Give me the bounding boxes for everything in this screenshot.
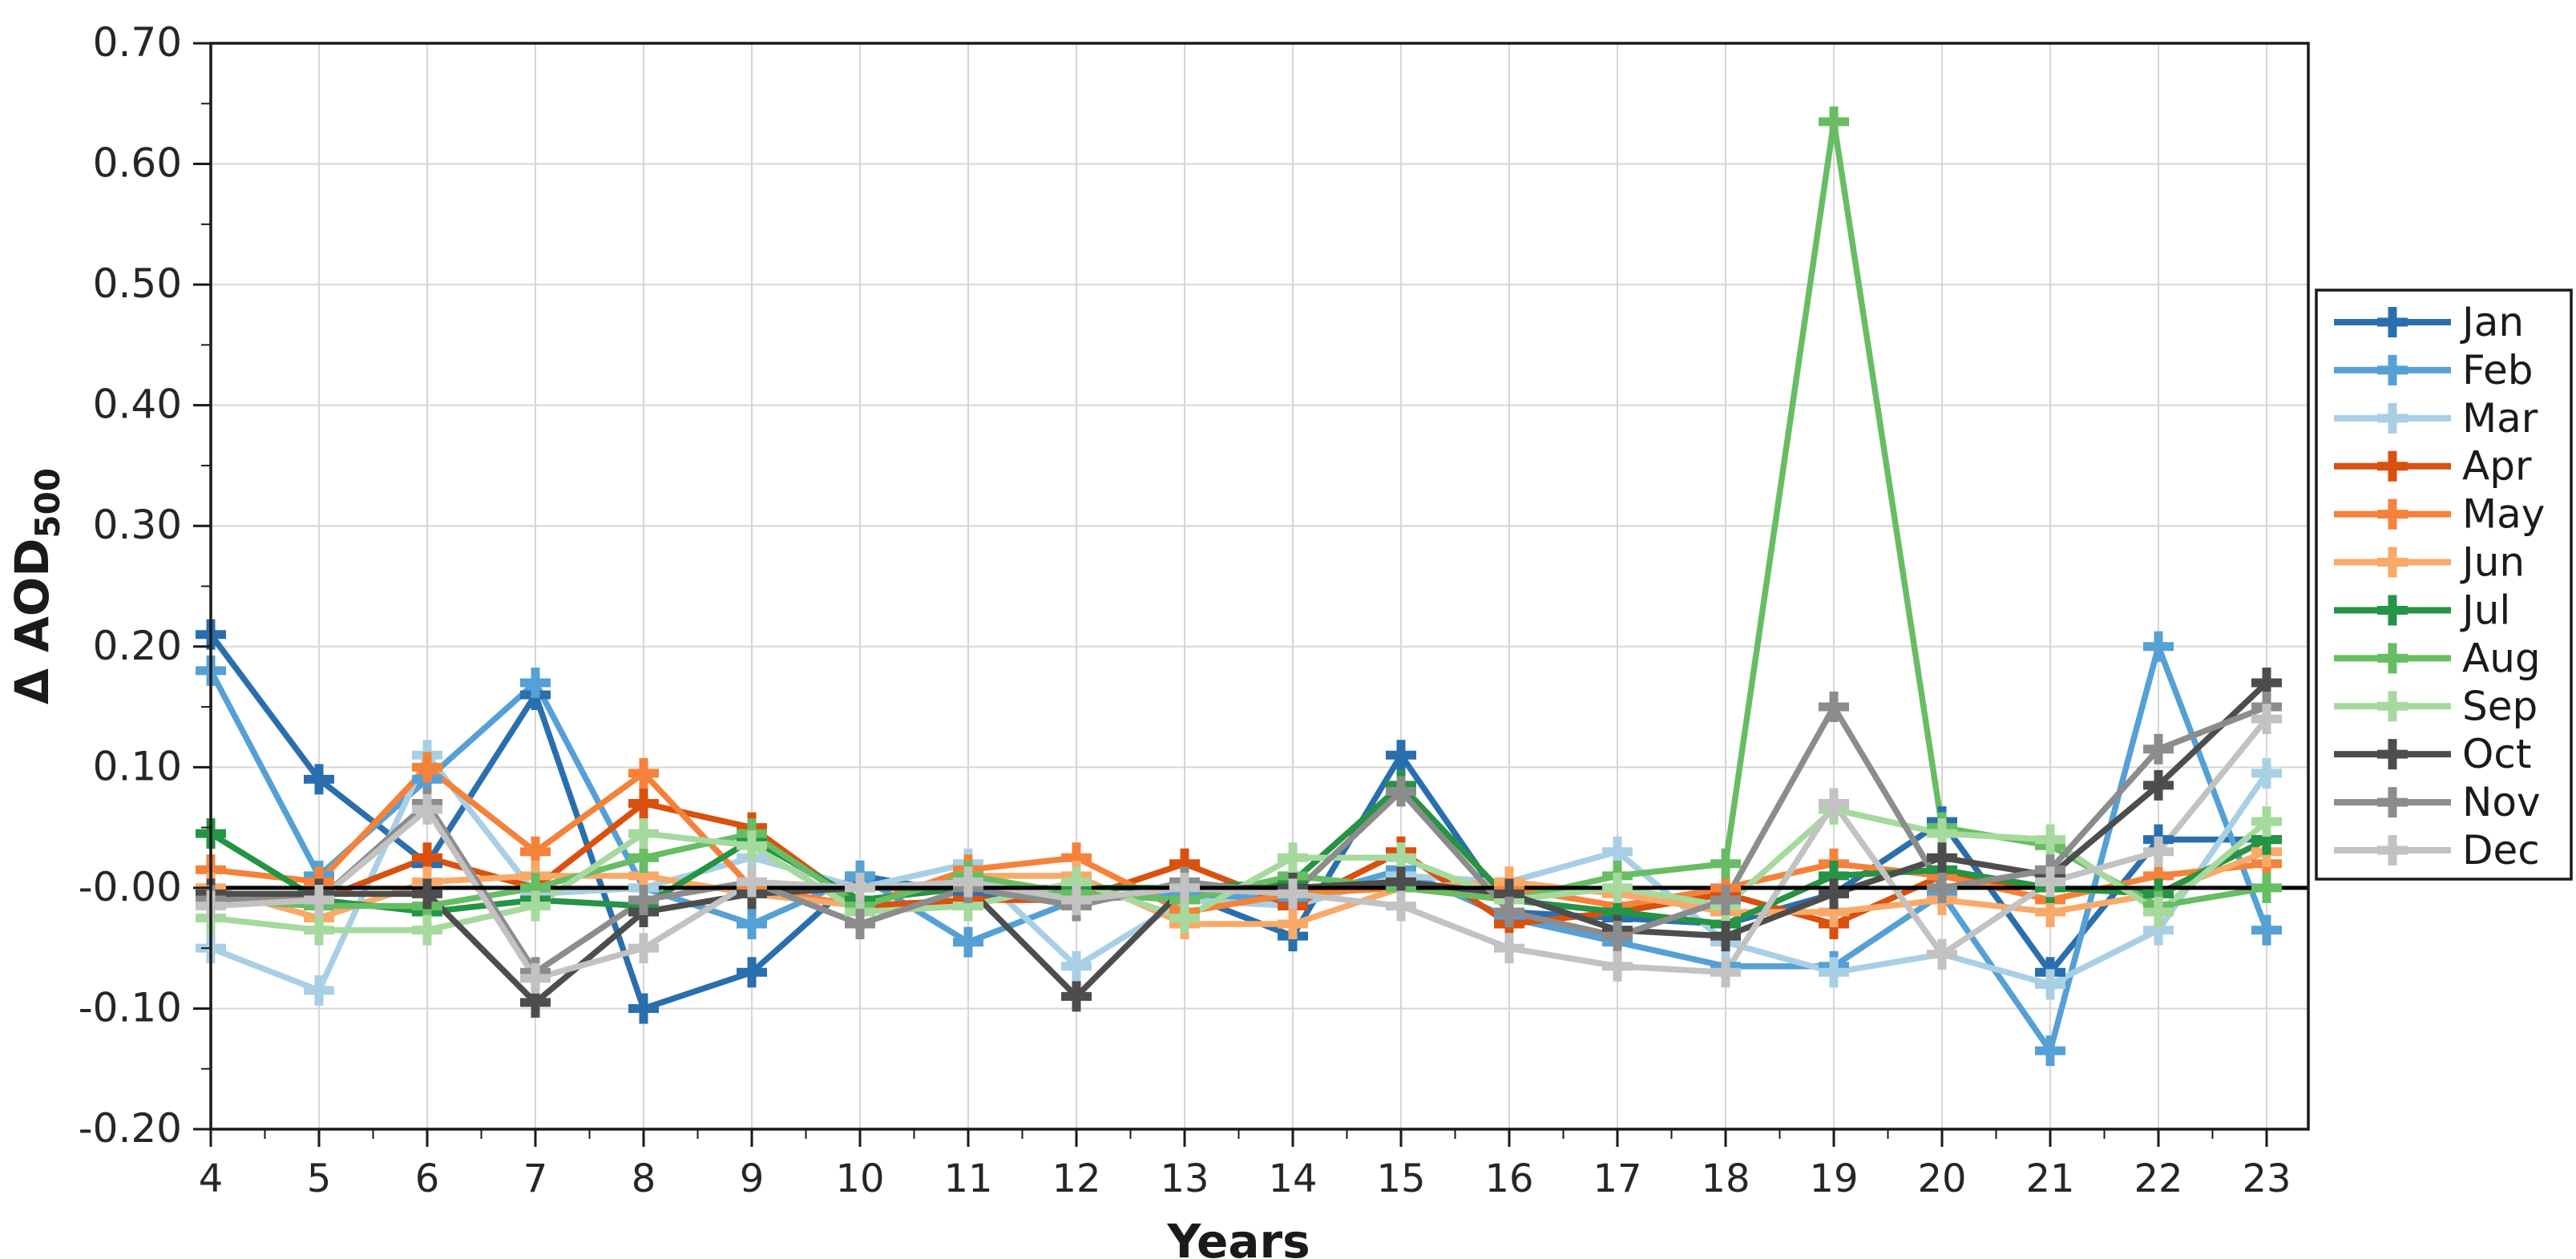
x-tick-label: 15: [1376, 1156, 1425, 1201]
legend-marker-Jan: [2377, 307, 2408, 337]
x-tick-label: 18: [1701, 1156, 1750, 1201]
y-tick-label: 0.50: [93, 260, 182, 307]
series-line-Jan: [208, 631, 2270, 1012]
y-tick-label: 0.60: [93, 140, 182, 187]
legend-label-Aug: Aug: [2462, 635, 2541, 681]
x-tick-label: 6: [415, 1156, 440, 1201]
y-tick-label: -0.10: [79, 984, 182, 1031]
legend-label-Dec: Dec: [2462, 827, 2540, 874]
legend-marker-Nov: [2377, 787, 2408, 818]
x-tick-label: 10: [835, 1156, 884, 1201]
x-tick-label: 13: [1160, 1156, 1209, 1201]
x-tick-label: 16: [1484, 1156, 1533, 1201]
series-line-Jun: [208, 848, 2270, 927]
x-tick-label: 8: [632, 1156, 656, 1201]
y-tick-label: -0.20: [79, 1105, 182, 1152]
y-tick-label: -0.00: [79, 864, 182, 910]
legend-marker-Apr: [2377, 450, 2408, 482]
legend-label-Nov: Nov: [2462, 779, 2541, 825]
x-tick-label: 12: [1052, 1156, 1100, 1201]
y-axis-label-subscript: 500: [28, 468, 67, 539]
legend-marker-Jun: [2377, 547, 2408, 578]
legend-marker-Dec: [2377, 835, 2408, 866]
legend-label-Jan: Jan: [2460, 299, 2524, 345]
y-tick-label: 0.40: [93, 381, 182, 428]
x-tick-label: 7: [523, 1156, 548, 1201]
legend-box: [2315, 289, 2573, 881]
legend-marker-Mar: [2377, 402, 2408, 434]
legend-label-Jun: Jun: [2460, 539, 2525, 586]
x-tick-label: 5: [307, 1156, 332, 1201]
x-tick-label: 21: [2025, 1156, 2074, 1201]
legend-label-Oct: Oct: [2462, 731, 2531, 777]
x-tick-label: 17: [1593, 1156, 1641, 1201]
legend-label-Sep: Sep: [2462, 683, 2538, 729]
legend-label-Apr: Apr: [2462, 443, 2532, 490]
x-tick-label: 4: [199, 1156, 224, 1201]
legend-marker-Jul: [2377, 595, 2408, 626]
legend-label-Mar: Mar: [2462, 395, 2538, 442]
series-line-Feb: [208, 644, 2270, 1054]
legend-label-Jul: Jul: [2460, 587, 2510, 633]
y-tick-label: 0.70: [93, 19, 182, 66]
legend-marker-May: [2377, 498, 2408, 530]
y-tick-label: 0.30: [93, 502, 182, 548]
x-tick-label: 14: [1268, 1156, 1317, 1201]
x-tick-label: 19: [1809, 1156, 1858, 1201]
x-tick-label: 11: [943, 1156, 992, 1201]
y-axis-label: Δ AOD500: [5, 468, 67, 704]
legend-label-Feb: Feb: [2462, 347, 2534, 393]
x-tick-label: 23: [2242, 1156, 2291, 1201]
legend-marker-Feb: [2377, 354, 2408, 385]
legend-marker-Sep: [2377, 691, 2408, 722]
x-axis-label: Years: [1166, 1214, 1310, 1259]
x-tick-label: 22: [2134, 1156, 2182, 1201]
legend-marker-Aug: [2377, 643, 2408, 674]
y-tick-label: 0.10: [93, 743, 182, 789]
y-tick-label: 0.20: [93, 623, 182, 669]
x-tick-label: 9: [740, 1156, 765, 1201]
legend-marker-Oct: [2377, 739, 2408, 770]
series-line-Dec: [208, 716, 2270, 982]
legend-label-May: May: [2462, 491, 2545, 538]
series-line-May: [208, 764, 2270, 915]
x-tick-label: 20: [1917, 1156, 1966, 1201]
